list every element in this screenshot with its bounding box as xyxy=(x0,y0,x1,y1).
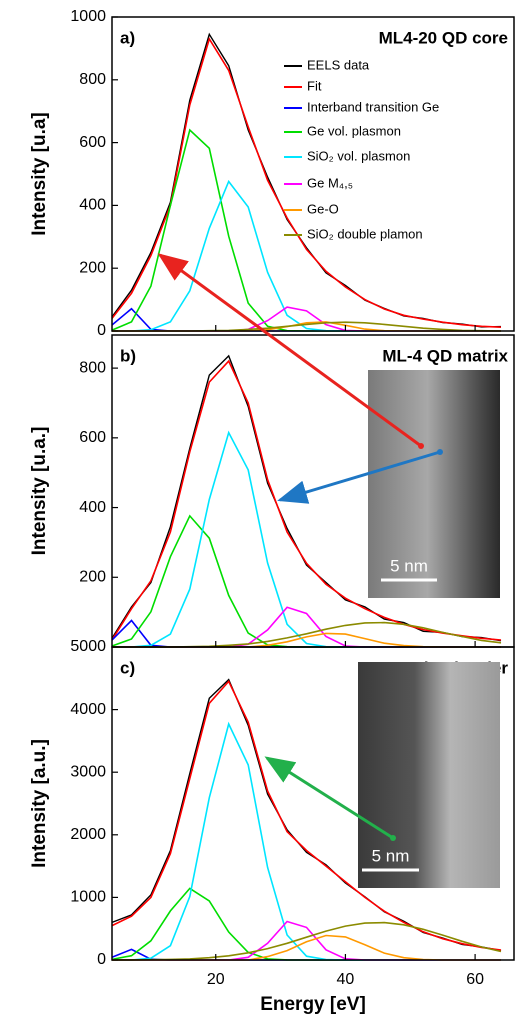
legend-label: SiO₂ double plamon xyxy=(307,226,423,241)
legend-label: EELS data xyxy=(307,57,370,72)
x-axis-label: Energy [eV] xyxy=(260,994,366,1015)
y-tick-label: 5000 xyxy=(70,638,106,655)
legend-label: Ge M₄,₅ xyxy=(307,175,353,190)
arrow-dot xyxy=(437,449,443,455)
y-axis-label: Intensity [u.a.] xyxy=(29,427,50,556)
y-tick-label: 400 xyxy=(79,197,106,214)
x-tick-label: 40 xyxy=(337,971,355,988)
arrow xyxy=(264,756,394,840)
fit-line xyxy=(111,887,501,961)
fit-line xyxy=(111,948,501,961)
scale-label: 5 nm xyxy=(372,846,410,865)
fit-line xyxy=(112,920,501,961)
y-tick-label: 3000 xyxy=(70,763,106,780)
arrow-dot xyxy=(418,443,424,449)
fit-line xyxy=(111,679,502,951)
y-axis-label: Intensity [u.a] xyxy=(29,112,50,236)
panel-title: ML-4 QD matrix xyxy=(382,346,508,365)
y-tick-label: 600 xyxy=(79,429,106,446)
panel-label: c) xyxy=(120,658,135,677)
fit-line xyxy=(112,606,501,648)
legend-label: Ge vol. plasmon xyxy=(307,123,401,138)
plot-frame xyxy=(111,646,515,961)
fit-line xyxy=(112,306,501,332)
inset-image xyxy=(358,662,500,888)
y-tick-label: 1000 xyxy=(70,889,106,906)
x-tick-label: 20 xyxy=(207,971,225,988)
y-tick-label: 1000 xyxy=(70,8,106,25)
y-tick-label: 800 xyxy=(79,359,106,376)
panel-title: ML4-20 QD core xyxy=(379,28,508,47)
legend-label: Interband transition Ge xyxy=(307,99,439,114)
y-tick-label: 800 xyxy=(79,71,106,88)
y-axis-label: Intensity [a.u.] xyxy=(29,739,50,868)
fit-line xyxy=(111,359,502,641)
plot-frame xyxy=(111,16,515,332)
legend-label: Fit xyxy=(307,78,322,93)
y-tick-label: 200 xyxy=(79,259,106,276)
y-tick-label: 0 xyxy=(97,322,106,339)
fit-line xyxy=(111,37,502,328)
scale-label: 5 nm xyxy=(390,556,428,575)
arrow-dot xyxy=(390,835,396,841)
panel-label: b) xyxy=(120,346,136,365)
y-tick-label: 200 xyxy=(79,568,106,585)
y-tick-label: 600 xyxy=(79,134,106,151)
arrow xyxy=(277,450,441,504)
panel-label: a) xyxy=(120,28,135,47)
y-tick-label: 400 xyxy=(79,499,106,516)
fit-line xyxy=(112,632,501,648)
x-tick-label: 60 xyxy=(466,971,484,988)
y-tick-label: 2000 xyxy=(70,826,106,843)
legend-label: SiO₂ vol. plasmon xyxy=(307,148,410,163)
inset-image xyxy=(368,370,500,598)
legend-label: Ge-O xyxy=(307,201,339,216)
fit-line xyxy=(112,921,502,961)
arrow xyxy=(157,253,422,448)
y-tick-label: 4000 xyxy=(70,701,106,718)
y-tick-label: 0 xyxy=(97,951,106,968)
